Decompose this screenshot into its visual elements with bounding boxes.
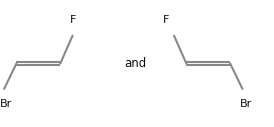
Text: F: F bbox=[163, 15, 169, 25]
Text: Br: Br bbox=[240, 99, 252, 109]
Text: Br: Br bbox=[0, 99, 12, 109]
Text: F: F bbox=[70, 15, 76, 25]
Text: and: and bbox=[124, 57, 147, 70]
